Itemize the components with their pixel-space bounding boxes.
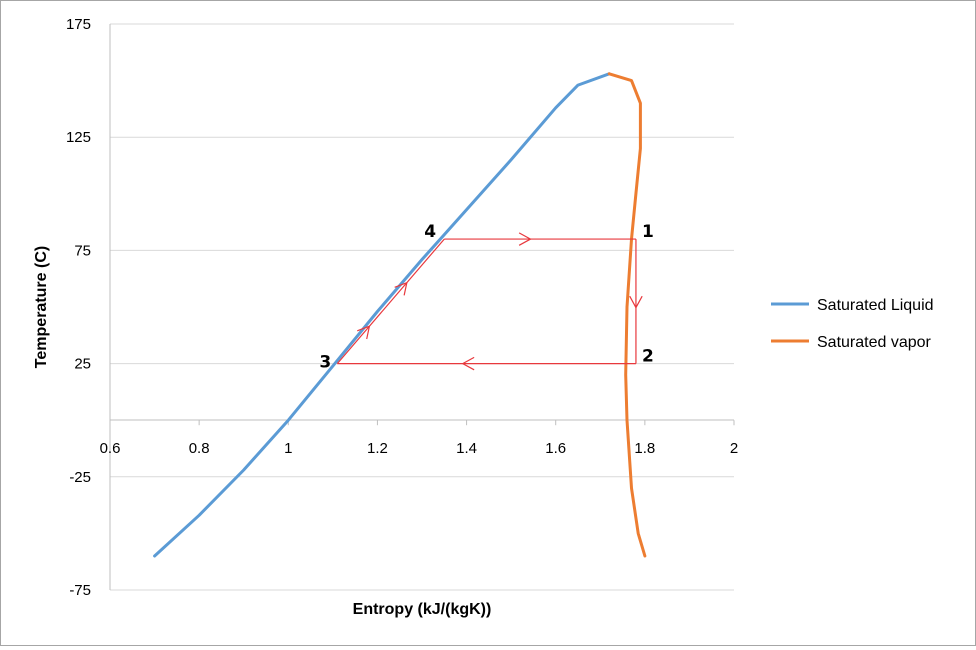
y-tick-label: 25 (74, 356, 91, 373)
legend-label-saturated-vapor: Saturated vapor (817, 334, 932, 351)
cycle-arrow-3-4a (357, 325, 371, 340)
y-tick-label: -75 (69, 582, 91, 599)
cycle-point-label-4: 4 (424, 222, 436, 242)
legend-label-saturated-liquid: Saturated Liquid (817, 297, 934, 314)
y-axis-title: Temperature (C) (33, 246, 50, 368)
y-tick-label: 75 (74, 242, 91, 259)
cycle-arrow-4-1 (518, 232, 532, 246)
cycle-point-label-2: 2 (642, 347, 654, 367)
cycle-point-label-1: 1 (642, 222, 654, 242)
cycle-arrow-2-3 (461, 356, 475, 371)
refrigeration-cycle: 1 2 3 4 (319, 222, 653, 373)
x-tick-label: 0.6 (100, 440, 121, 457)
x-axis-title: Entropy (kJ/(kgK)) (353, 601, 492, 618)
series-line-saturated-liquid (153, 72, 611, 558)
series-layer (153, 72, 647, 558)
y-tick-label: 125 (66, 129, 91, 146)
cycle-arrow-3-4b (394, 281, 408, 296)
x-tick-label: 1 (284, 440, 292, 457)
y-tick-label: -25 (69, 469, 91, 486)
x-tick-label: 1.6 (545, 440, 566, 457)
cycle-point-label-3: 3 (319, 353, 331, 373)
axis-layer (109, 24, 735, 590)
cycle-arrow-1-2 (629, 295, 643, 309)
cycle-path-3-4 (336, 238, 445, 364)
x-tick-label: 0.8 (189, 440, 210, 457)
x-tick-label: 1.8 (634, 440, 655, 457)
x-tick-labels: 0.6 0.8 1 1.2 1.4 1.6 1.8 2 (100, 440, 739, 457)
x-tick-label: 2 (730, 440, 738, 457)
grid-layer (110, 23, 734, 591)
y-tick-labels: 175 125 75 25 -25 -75 (66, 16, 91, 599)
series-line-saturated-vapor (607, 72, 647, 558)
y-tick-label: 175 (66, 16, 91, 33)
x-tick-label: 1.2 (367, 440, 388, 457)
legend: Saturated Liquid Saturated vapor (771, 297, 934, 351)
x-tick-label: 1.4 (456, 440, 477, 457)
